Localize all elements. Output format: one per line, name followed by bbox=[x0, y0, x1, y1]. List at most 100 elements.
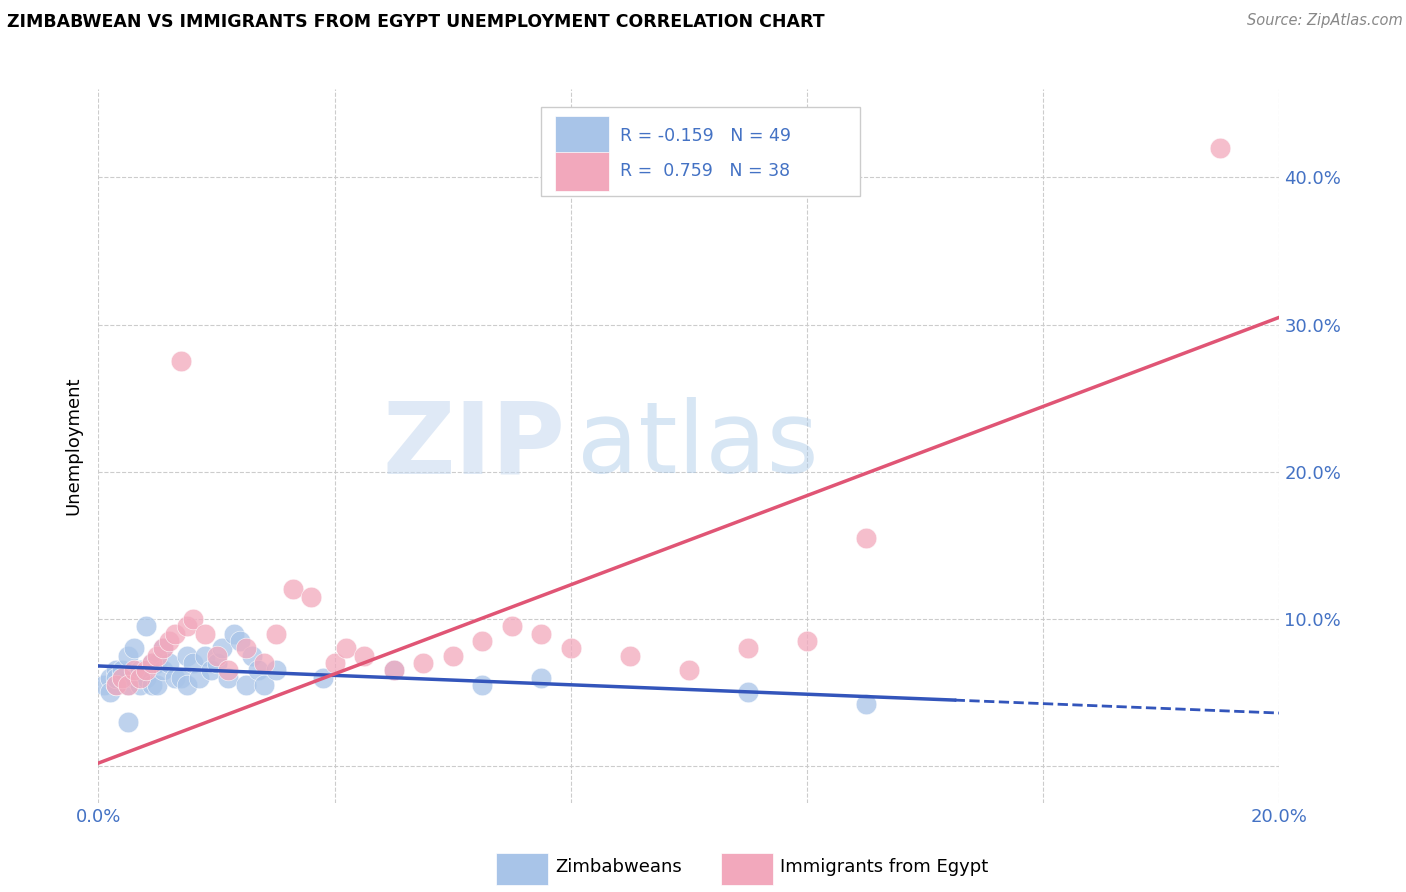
Point bbox=[122, 664, 145, 678]
Point bbox=[501, 619, 523, 633]
Point bbox=[382, 664, 405, 678]
Point bbox=[229, 634, 252, 648]
Point bbox=[312, 671, 335, 685]
Point bbox=[855, 531, 877, 545]
Point bbox=[135, 664, 157, 678]
Point bbox=[117, 678, 139, 692]
Point bbox=[253, 678, 276, 692]
Point bbox=[1209, 141, 1232, 155]
Point bbox=[141, 656, 163, 670]
Point bbox=[181, 656, 204, 670]
Point bbox=[441, 648, 464, 663]
Point bbox=[165, 626, 187, 640]
Point bbox=[165, 671, 187, 685]
Point bbox=[253, 656, 276, 670]
FancyBboxPatch shape bbox=[555, 116, 609, 155]
Point bbox=[105, 678, 128, 692]
Point bbox=[146, 648, 169, 663]
Point bbox=[299, 590, 322, 604]
Point bbox=[235, 678, 257, 692]
Point bbox=[170, 354, 193, 368]
Point bbox=[194, 626, 217, 640]
Point bbox=[194, 648, 217, 663]
Point bbox=[412, 656, 434, 670]
Point bbox=[122, 671, 145, 685]
Point bbox=[98, 671, 121, 685]
Point bbox=[128, 671, 150, 685]
Point bbox=[200, 664, 222, 678]
Point bbox=[141, 678, 163, 692]
Point bbox=[105, 664, 128, 678]
Point bbox=[152, 641, 174, 656]
Point bbox=[353, 648, 375, 663]
Point bbox=[111, 664, 134, 678]
Text: R = -0.159   N = 49: R = -0.159 N = 49 bbox=[620, 127, 792, 145]
Point bbox=[235, 641, 257, 656]
Point bbox=[146, 656, 169, 670]
Point bbox=[135, 619, 157, 633]
Point bbox=[141, 656, 163, 670]
Point bbox=[135, 671, 157, 685]
Point bbox=[471, 678, 494, 692]
Point bbox=[111, 671, 134, 685]
Point bbox=[170, 671, 193, 685]
Point bbox=[93, 678, 115, 692]
Point bbox=[117, 678, 139, 692]
Point bbox=[146, 678, 169, 692]
Point bbox=[205, 656, 228, 670]
Point bbox=[335, 641, 357, 656]
Point bbox=[240, 648, 263, 663]
Point bbox=[117, 714, 139, 729]
Point bbox=[796, 634, 818, 648]
Point bbox=[382, 664, 405, 678]
Point bbox=[283, 582, 305, 597]
Point bbox=[678, 664, 700, 678]
Point bbox=[176, 619, 198, 633]
Point bbox=[181, 612, 204, 626]
Point bbox=[619, 648, 641, 663]
Point bbox=[205, 648, 228, 663]
Point bbox=[152, 664, 174, 678]
Y-axis label: Unemployment: Unemployment bbox=[65, 376, 83, 516]
Point bbox=[98, 685, 121, 699]
Point bbox=[323, 656, 346, 670]
Text: ZIP: ZIP bbox=[382, 398, 565, 494]
Point bbox=[737, 641, 759, 656]
Point bbox=[128, 664, 150, 678]
Point bbox=[530, 626, 553, 640]
Point bbox=[157, 634, 180, 648]
Point bbox=[217, 671, 239, 685]
Point bbox=[855, 697, 877, 711]
Point bbox=[157, 656, 180, 670]
Point bbox=[117, 648, 139, 663]
FancyBboxPatch shape bbox=[555, 152, 609, 191]
Point bbox=[111, 671, 134, 685]
Point bbox=[217, 664, 239, 678]
FancyBboxPatch shape bbox=[496, 854, 548, 885]
Text: Immigrants from Egypt: Immigrants from Egypt bbox=[780, 858, 988, 876]
Text: R =  0.759   N = 38: R = 0.759 N = 38 bbox=[620, 162, 790, 180]
Point bbox=[246, 664, 269, 678]
Point bbox=[105, 678, 128, 692]
Point bbox=[560, 641, 582, 656]
Text: atlas: atlas bbox=[576, 398, 818, 494]
Point bbox=[471, 634, 494, 648]
Text: Source: ZipAtlas.com: Source: ZipAtlas.com bbox=[1247, 13, 1403, 29]
Point bbox=[264, 626, 287, 640]
Point bbox=[176, 678, 198, 692]
Point bbox=[737, 685, 759, 699]
Point bbox=[224, 626, 246, 640]
Point bbox=[128, 671, 150, 685]
Point bbox=[264, 664, 287, 678]
Point bbox=[128, 678, 150, 692]
FancyBboxPatch shape bbox=[541, 107, 860, 196]
FancyBboxPatch shape bbox=[721, 854, 773, 885]
Point bbox=[211, 641, 233, 656]
Text: Zimbabweans: Zimbabweans bbox=[555, 858, 682, 876]
Point bbox=[105, 671, 128, 685]
Point bbox=[176, 648, 198, 663]
Point bbox=[152, 641, 174, 656]
Point bbox=[122, 641, 145, 656]
Point bbox=[530, 671, 553, 685]
Point bbox=[187, 671, 209, 685]
